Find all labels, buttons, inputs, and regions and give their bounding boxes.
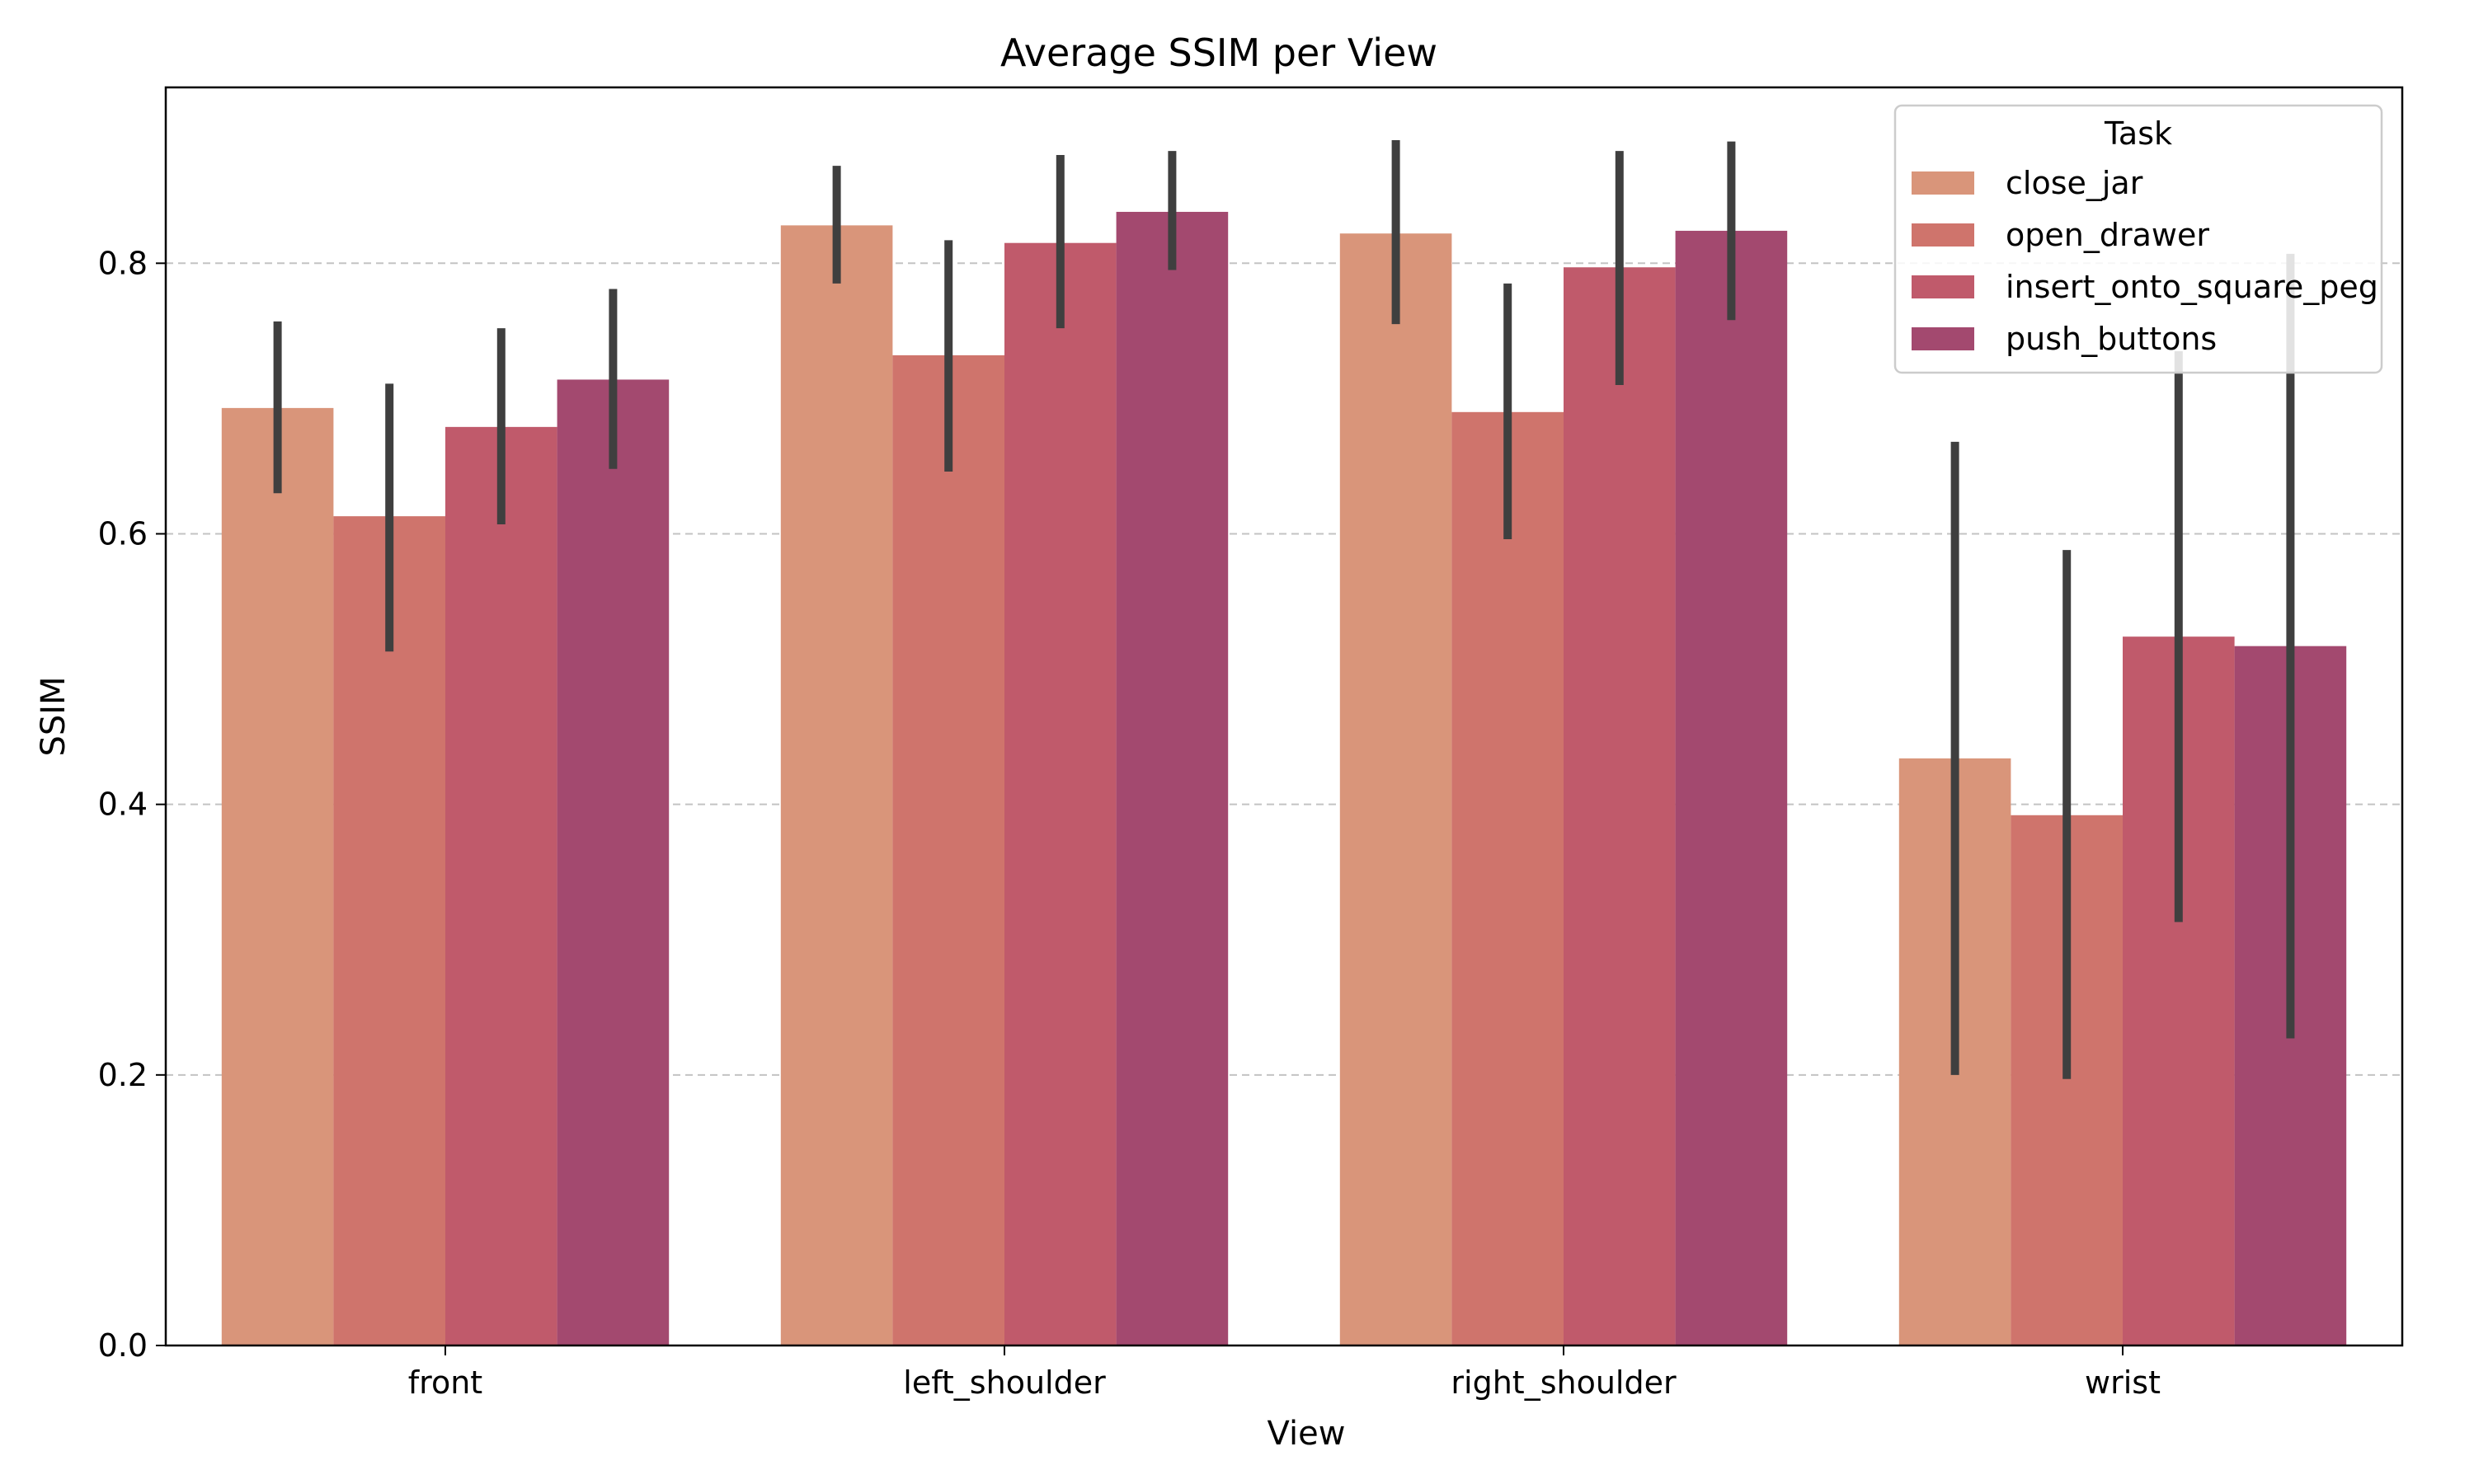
legend-title: Task	[2104, 115, 2172, 152]
legend: Task close_jar open_drawer insert_onto_squ…	[1893, 104, 2383, 374]
x-tick-label: wrist	[2085, 1364, 2161, 1401]
y-tick-label: 0.2	[98, 1057, 148, 1093]
bar-insert_onto_square_peg-left_shoulder	[1004, 242, 1117, 1345]
x-tick-label: left_shoulder	[903, 1364, 1106, 1401]
x-axis-ticks: front left_shoulder right_shoulder wrist	[408, 1345, 2161, 1401]
x-tick-label: right_shoulder	[1451, 1364, 1677, 1401]
y-tick-label: 0.8	[98, 245, 148, 281]
legend-swatch-open_drawer	[1912, 223, 1974, 247]
bar-push_buttons-right_shoulder	[1675, 230, 1788, 1346]
plot-frame	[164, 86, 2404, 1347]
y-tick-label: 0.4	[98, 787, 148, 823]
bar-open_drawer-right_shoulder	[1451, 411, 1564, 1346]
bar-open_drawer-left_shoulder	[892, 355, 1004, 1345]
y-axis-label: SSIM	[35, 676, 73, 756]
legend-label-close_jar: close_jar	[2006, 165, 2143, 201]
chart-title: Average SSIM per View	[1000, 31, 1437, 75]
bar-push_buttons-left_shoulder	[1116, 211, 1229, 1346]
x-axis-label: View	[1268, 1415, 1346, 1453]
legend-label-open_drawer: open_drawer	[2006, 217, 2209, 253]
bars	[221, 211, 2347, 1346]
bar-close_jar-front	[221, 407, 334, 1345]
y-tick-label: 0.6	[98, 515, 148, 552]
bar-open_drawer-front	[333, 516, 445, 1345]
legend-label-insert_onto_square_peg: insert_onto_square_peg	[2006, 269, 2378, 305]
error-bars	[273, 139, 2295, 1079]
x-tick-label: front	[408, 1364, 482, 1401]
bar-insert_onto_square_peg-right_shoulder	[1564, 267, 1676, 1346]
legend-swatch-push_buttons	[1912, 327, 1974, 350]
bar-close_jar-right_shoulder	[1339, 233, 1452, 1345]
bar-push_buttons-front	[557, 379, 670, 1346]
y-tick-label: 0.0	[98, 1327, 148, 1364]
y-axis-ticks: 0.0 0.2 0.4 0.6 0.8	[98, 245, 166, 1364]
bar-insert_onto_square_peg-front	[445, 426, 557, 1345]
legend-label-push_buttons: push_buttons	[2006, 321, 2217, 357]
legend-box	[1893, 104, 2383, 374]
legend-swatch-insert_onto_square_peg	[1912, 275, 1974, 298]
legend-swatch-close_jar	[1912, 171, 1974, 195]
bar-close_jar-left_shoulder	[780, 225, 893, 1346]
